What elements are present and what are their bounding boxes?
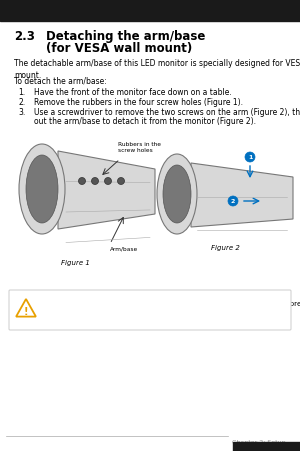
Polygon shape <box>191 164 293 227</box>
Polygon shape <box>58 152 155 230</box>
Ellipse shape <box>26 156 58 224</box>
Text: 1: 1 <box>248 155 252 160</box>
Circle shape <box>245 152 255 163</box>
Text: The detachable arm/base of this LED monitor is specially designed for VESA wall
: The detachable arm/base of this LED moni… <box>14 59 300 80</box>
Text: Detaching the arm/base: Detaching the arm/base <box>46 30 206 43</box>
Circle shape <box>228 197 238 207</box>
Text: damage to the monitor.: damage to the monitor. <box>44 309 131 315</box>
Ellipse shape <box>19 145 65 235</box>
Circle shape <box>104 178 112 185</box>
Text: 2.: 2. <box>18 98 25 107</box>
Text: 2: 2 <box>231 199 235 204</box>
Text: Figure 1: Figure 1 <box>61 259 89 265</box>
Circle shape <box>92 178 98 185</box>
Polygon shape <box>16 299 36 317</box>
Text: 3.: 3. <box>18 108 25 117</box>
Circle shape <box>79 178 86 185</box>
Ellipse shape <box>163 166 191 224</box>
Text: To detach the arm/base:: To detach the arm/base: <box>14 77 107 86</box>
Bar <box>233 442 300 451</box>
Text: !: ! <box>24 306 28 316</box>
Bar <box>0 0 300 22</box>
Text: Remove the rubbers in the four screw holes (Figure 1).: Remove the rubbers in the four screw hol… <box>34 98 243 107</box>
Text: out the arm/base to detach it from the monitor (Figure 2).: out the arm/base to detach it from the m… <box>34 117 256 126</box>
Text: Rubbers in the
screw holes: Rubbers in the screw holes <box>118 142 161 153</box>
Text: 2.3: 2.3 <box>14 30 35 43</box>
Text: Use a screwdriver to remove the two screws on the arm (Figure 2), then slide: Use a screwdriver to remove the two scre… <box>34 108 300 117</box>
Text: Arm/base: Arm/base <box>110 246 138 252</box>
Ellipse shape <box>157 155 197 235</box>
Text: We recommend that you cover the table surface with soft cloth to prevent: We recommend that you cover the table su… <box>44 300 300 306</box>
Text: Figure 2: Figure 2 <box>211 244 239 250</box>
Text: Chapter 2: Setup: Chapter 2: Setup <box>232 439 286 444</box>
Text: Have the front of the monitor face down on a table.: Have the front of the monitor face down … <box>34 88 232 97</box>
FancyBboxPatch shape <box>9 290 291 330</box>
Circle shape <box>118 178 124 185</box>
Text: (for VESA wall mount): (for VESA wall mount) <box>46 42 192 55</box>
Text: 1.: 1. <box>18 88 25 97</box>
